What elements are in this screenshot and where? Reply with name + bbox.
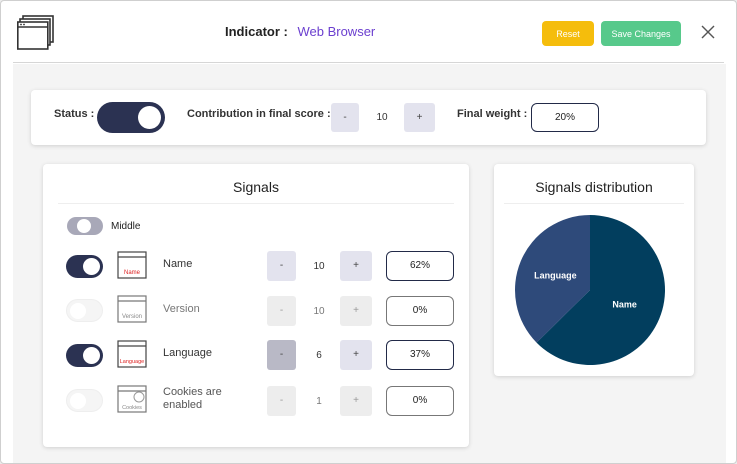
signal-label-language: Language <box>163 347 212 359</box>
toggle-knob <box>77 219 91 233</box>
toggle-knob <box>83 347 100 364</box>
signal-language-increase-button[interactable]: + <box>340 340 372 370</box>
contribution-label: Contribution in final score : <box>187 108 331 120</box>
contribution-decrease-button[interactable]: - <box>331 103 359 132</box>
toggle-knob <box>83 258 100 275</box>
header-divider <box>13 62 724 63</box>
signal-version-increase-button[interactable]: + <box>340 296 372 326</box>
reset-button[interactable]: Reset <box>542 21 594 46</box>
signals-card: Signals Middle Name Name - 10 + 62% Vers… <box>43 164 469 447</box>
middle-label: Middle <box>111 221 141 232</box>
browser-version-icon: Version <box>117 295 147 323</box>
signal-version-value: 10 <box>313 306 325 317</box>
close-icon[interactable] <box>700 24 716 40</box>
distribution-divider <box>504 203 684 204</box>
signal-cookies-increase-button[interactable]: + <box>340 386 372 416</box>
browser-language-icon: Language <box>117 340 147 368</box>
save-changes-button[interactable]: Save Changes <box>601 21 681 46</box>
signal-version-weight: 0% <box>386 296 454 326</box>
toggle-knob <box>138 106 161 129</box>
signal-language-weight: 37% <box>386 340 454 370</box>
signals-distribution-card: Signals distribution Name Language <box>494 164 694 376</box>
pie-slice-name <box>536 215 665 365</box>
toggle-knob <box>70 303 86 319</box>
pie-label-name: Name <box>612 299 637 309</box>
toggle-knob <box>70 393 86 409</box>
final-weight-label: Final weight : <box>457 108 528 120</box>
signal-label-name: Name <box>163 258 193 270</box>
signal-cookies-value: 1 <box>316 396 322 407</box>
distribution-title: Signals distribution <box>535 179 653 195</box>
signal-name-increase-button[interactable]: + <box>340 251 372 281</box>
signal-cookies-decrease-button[interactable]: - <box>267 386 296 416</box>
browser-cookies-icon: Cookies <box>117 385 147 413</box>
signal-version-decrease-button[interactable]: - <box>267 296 296 326</box>
signal-cookies-weight: 0% <box>386 386 454 416</box>
signal-toggle-version[interactable] <box>66 299 103 322</box>
svg-text:Version: Version <box>122 314 142 320</box>
signal-toggle-cookies[interactable] <box>66 389 103 412</box>
contribution-value: 10 <box>376 112 388 123</box>
browser-name-icon: Name <box>117 251 147 279</box>
signals-divider <box>58 203 454 204</box>
pie-label-language: Language <box>534 271 577 281</box>
indicator-value: Web Browser <box>297 24 376 39</box>
signal-name-decrease-button[interactable]: - <box>267 251 296 281</box>
signal-name-value: 10 <box>313 261 325 272</box>
status-toggle[interactable] <box>97 102 165 133</box>
signals-pie-chart: Name Language <box>515 215 665 365</box>
contribution-increase-button[interactable]: + <box>404 103 435 132</box>
signal-name-weight: 62% <box>386 251 454 281</box>
signal-toggle-name[interactable] <box>66 255 103 278</box>
signal-toggle-language[interactable] <box>66 344 103 367</box>
modal-header: Indicator : Web Browser Reset Save Chang… <box>1 1 736 63</box>
status-card: Status : Contribution in final score : -… <box>31 90 706 145</box>
signals-title: Signals <box>233 179 279 195</box>
signal-label-version: Version <box>163 303 200 315</box>
status-label: Status : <box>54 108 95 120</box>
final-weight-value: 20% <box>531 103 599 132</box>
indicator-label: Indicator : <box>225 24 288 39</box>
signal-label-cookies: Cookies are enabled <box>163 386 222 411</box>
pie-slice-language <box>515 215 590 343</box>
modal-title: Indicator : Web Browser <box>225 24 375 39</box>
signal-language-decrease-button[interactable]: - <box>267 340 296 370</box>
browser-windows-icon <box>17 15 54 50</box>
svg-text:Language: Language <box>120 359 144 365</box>
svg-text:Cookies: Cookies <box>122 405 142 411</box>
svg-text:Name: Name <box>124 270 141 276</box>
signal-language-value: 6 <box>316 350 322 361</box>
middle-toggle[interactable] <box>67 217 103 235</box>
